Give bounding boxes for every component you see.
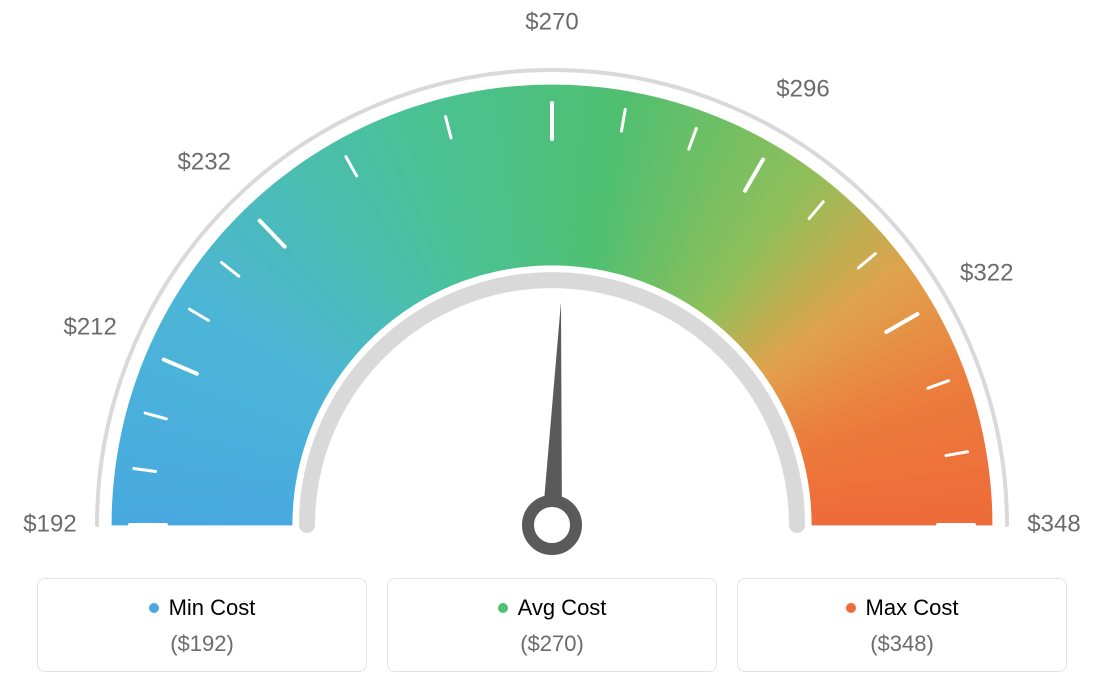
dot-max-icon: [846, 603, 856, 613]
legend-header-avg: Avg Cost: [398, 595, 706, 621]
legend-value-avg: ($270): [398, 631, 706, 657]
legend-value-max: ($348): [748, 631, 1056, 657]
dot-avg-icon: [498, 603, 508, 613]
legend-row: Min Cost ($192) Avg Cost ($270) Max Cost…: [0, 578, 1104, 672]
legend-card-min: Min Cost ($192): [37, 578, 367, 672]
gauge-tick-label: $232: [178, 148, 231, 175]
legend-card-avg: Avg Cost ($270): [387, 578, 717, 672]
gauge-svg: $192 $212 $232 $270 $296 $322 $348: [0, 0, 1104, 560]
gauge-tick-label: $322: [960, 259, 1013, 286]
legend-header-max: Max Cost: [748, 595, 1056, 621]
gauge-hub: [528, 501, 576, 549]
gauge-tick-label: $212: [63, 314, 116, 341]
gauge-chart: $192 $212 $232 $270 $296 $322 $348: [0, 0, 1104, 560]
gauge-tick-label: $296: [776, 76, 829, 103]
legend-label-avg: Avg Cost: [518, 595, 607, 621]
legend-label-min: Min Cost: [169, 595, 256, 621]
gauge-tick-label: $270: [525, 8, 578, 35]
legend-card-max: Max Cost ($348): [737, 578, 1067, 672]
dot-min-icon: [149, 603, 159, 613]
gauge-tick-label: $192: [23, 510, 76, 537]
legend-label-max: Max Cost: [866, 595, 959, 621]
legend-header-min: Min Cost: [48, 595, 356, 621]
legend-value-min: ($192): [48, 631, 356, 657]
gauge-needle: [542, 302, 562, 525]
gauge-tick-label: $348: [1027, 510, 1080, 537]
